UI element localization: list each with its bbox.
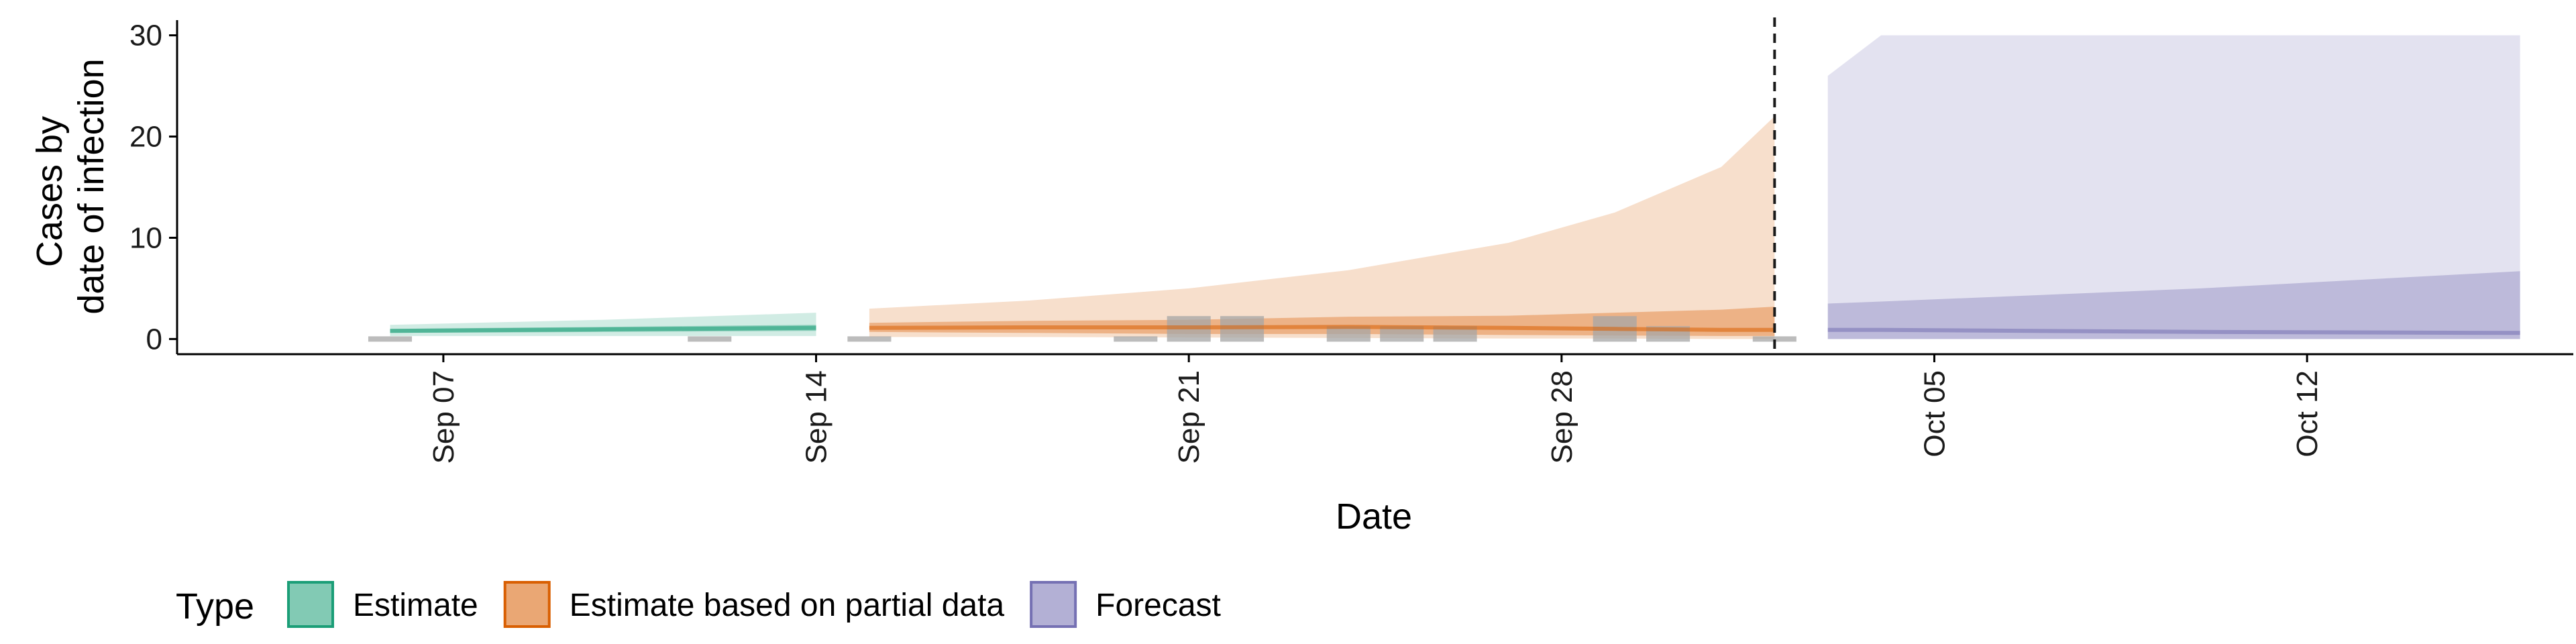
reported-case-bar bbox=[1752, 336, 1796, 342]
x-tick-label: Sep 07 bbox=[427, 370, 460, 464]
legend-label-estimate: Estimate bbox=[353, 588, 478, 623]
series-medians bbox=[390, 325, 2520, 335]
x-ticks: Sep 07 Sep 14 Sep 21 Sep 28 Oct 05 Oct 12 bbox=[427, 354, 2324, 464]
partial-median-line bbox=[869, 325, 1775, 332]
axes bbox=[176, 20, 2573, 356]
y-axis-title-line-2: date of infection bbox=[71, 58, 111, 314]
legend-title: Type bbox=[176, 586, 254, 627]
y-axis-title-line-1: Cases by bbox=[30, 116, 70, 267]
estimate-median-line bbox=[390, 325, 816, 333]
x-tick-label: Sep 21 bbox=[1173, 370, 1205, 464]
x-axis-title: Date bbox=[1336, 496, 1412, 537]
series-bands bbox=[390, 35, 2520, 339]
y-axis-title: Cases by date of infection bbox=[30, 58, 111, 314]
x-tick-label: Sep 28 bbox=[1546, 370, 1578, 464]
y-tick-label: 10 bbox=[129, 221, 162, 254]
y-tick-label: 0 bbox=[146, 323, 162, 356]
legend: Type Estimate Estimate based on partial d… bbox=[176, 581, 1221, 628]
legend-swatch-estimate bbox=[287, 581, 334, 628]
reported-case-bar bbox=[847, 336, 892, 342]
x-tick-label: Oct 05 bbox=[1918, 370, 1951, 458]
forecast-median-line bbox=[1827, 327, 2520, 335]
reported-case-bar bbox=[1433, 326, 1477, 342]
reported-case-bar bbox=[368, 336, 413, 342]
partial-outer-band bbox=[869, 116, 1775, 339]
reported-case-bar bbox=[1114, 336, 1158, 342]
reported-case-bar bbox=[688, 336, 732, 342]
reported-case-bar bbox=[1380, 326, 1424, 342]
reported-case-bar bbox=[1326, 326, 1371, 342]
legend-label-partial: Estimate based on partial data bbox=[570, 588, 1005, 623]
legend-label-forecast: Forecast bbox=[1095, 588, 1221, 623]
y-tick-label: 20 bbox=[129, 121, 162, 154]
y-ticks: 0 10 20 30 bbox=[129, 19, 177, 356]
legend-swatch-partial bbox=[503, 581, 551, 628]
legend-swatch-forecast bbox=[1030, 581, 1077, 628]
forecast-outer-band bbox=[1827, 35, 2520, 339]
forecast-inner-band bbox=[1827, 271, 2520, 339]
x-tick-label: Oct 12 bbox=[2291, 370, 2324, 458]
x-tick-label: Sep 14 bbox=[800, 370, 833, 464]
y-tick-label: 30 bbox=[129, 19, 162, 52]
